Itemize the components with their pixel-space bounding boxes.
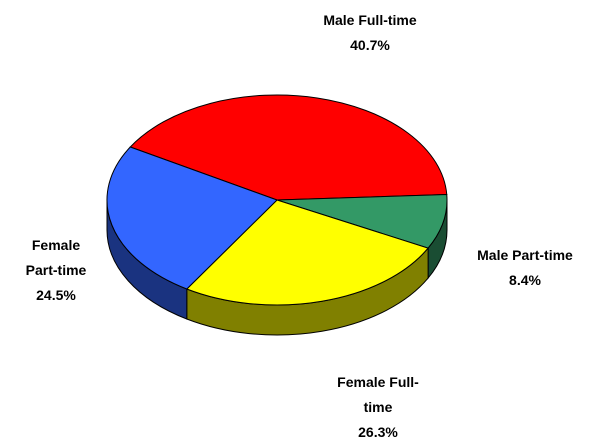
category-label: Female Full-time	[337, 374, 419, 415]
slice	[276, 193, 448, 249]
data-label: Female Part-time 24.5%	[16, 233, 96, 308]
data-label: Male Part-time 8.4%	[445, 243, 601, 293]
data-label: Female Full-time 26.3%	[328, 370, 428, 445]
slice	[129, 94, 448, 201]
slice	[185, 199, 429, 306]
value-label: 40.7%	[350, 37, 390, 53]
value-label: 24.5%	[36, 287, 76, 303]
slice	[106, 146, 278, 290]
value-label: 8.4%	[509, 272, 541, 288]
value-label: 26.3%	[358, 424, 398, 440]
data-label: Male Full-time 40.7%	[300, 8, 440, 58]
category-label: Male Part-time	[477, 247, 573, 263]
category-label: Male Full-time	[323, 12, 417, 28]
category-label: Female Part-time	[25, 237, 87, 278]
